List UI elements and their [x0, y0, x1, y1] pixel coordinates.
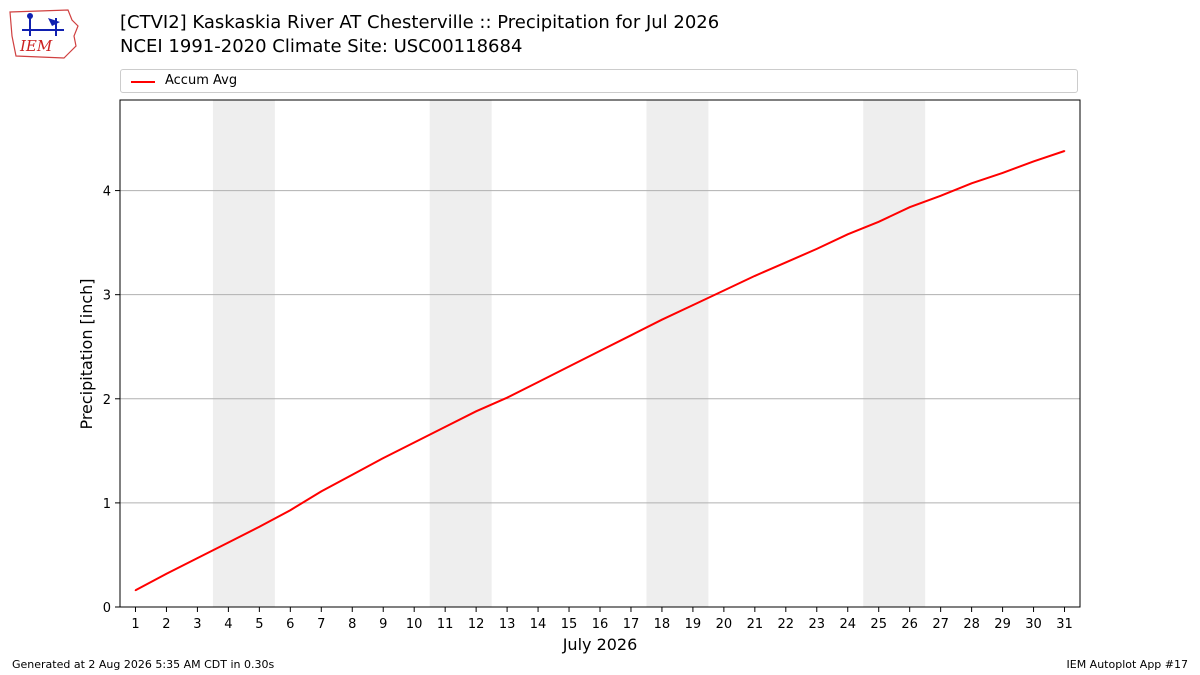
logo-text: IEM: [19, 37, 53, 55]
data-point: [692, 304, 694, 306]
series-layer: [134, 150, 1066, 592]
x-tick-label: 12: [468, 617, 485, 632]
x-tick-label: 28: [963, 617, 980, 632]
weekend-bands: [212, 100, 926, 607]
data-point: [568, 365, 570, 368]
data-point: [134, 589, 137, 592]
data-point: [846, 233, 849, 236]
x-tick-label: 25: [870, 617, 887, 632]
x-axis-label: July 2026: [562, 635, 638, 654]
y-tick-label: 0: [103, 601, 111, 616]
x-tick-label: 21: [747, 617, 764, 632]
x-tick-label: 17: [623, 617, 640, 632]
x-tick-label: 15: [561, 617, 578, 632]
y-tick-label: 2: [103, 393, 111, 408]
data-point: [382, 457, 385, 459]
y-axis-label: Precipitation [inch]: [77, 278, 96, 429]
data-point: [165, 572, 168, 575]
data-point: [1001, 172, 1004, 174]
data-point: [444, 426, 446, 428]
x-tick-label: 1: [131, 617, 139, 632]
x-tick-label: 7: [317, 617, 325, 632]
chart-subtitle: NCEI 1991-2020 Climate Site: USC00118684: [120, 36, 523, 57]
chart-title: [CTVI2] Kaskaskia River AT Chesterville …: [120, 12, 720, 33]
x-tick-label: 11: [437, 617, 454, 632]
x-tick-label: 5: [255, 617, 263, 632]
x-tick-label: 19: [685, 617, 702, 632]
data-point: [289, 509, 292, 511]
data-point: [723, 289, 725, 292]
iem-logo: IEM: [9, 9, 79, 59]
x-tick-label: 8: [348, 617, 356, 632]
generated-timestamp: Generated at 2 Aug 2026 5:35 AM CDT in 0…: [12, 658, 275, 671]
y-axis: 0 1 2 3 4: [103, 185, 120, 616]
x-tick-label: 2: [162, 617, 170, 632]
data-point: [537, 381, 539, 383]
data-point: [630, 334, 632, 337]
x-tick-label: 29: [994, 617, 1011, 632]
x-tick-label: 22: [778, 617, 795, 632]
data-point: [196, 557, 199, 559]
weekend-band: [429, 100, 492, 607]
data-point: [1032, 160, 1035, 163]
x-tick-label: 9: [379, 617, 387, 632]
data-point: [1063, 150, 1066, 152]
y-tick-label: 3: [103, 289, 111, 304]
app-label: IEM Autoplot App #17: [1066, 658, 1189, 671]
weekend-band: [863, 100, 926, 607]
data-point: [506, 396, 508, 399]
x-tick-label: 14: [530, 617, 547, 632]
legend-line-swatch: [131, 81, 155, 83]
weekend-band: [212, 100, 275, 607]
x-tick-label: 18: [654, 617, 671, 632]
x-axis: 1 2 3 4 5 6 7 8 9 10 11 12 13 14 15 16 17 18 19 20 21 22 23 24 2…: [131, 607, 1073, 632]
x-tick-label: 13: [499, 617, 516, 632]
data-point: [785, 261, 787, 264]
x-tick-label: 4: [224, 617, 232, 632]
x-tick-label: 31: [1056, 617, 1073, 632]
data-point: [970, 182, 973, 185]
data-point: [258, 526, 261, 528]
y-tick-label: 1: [103, 497, 111, 512]
data-point: [754, 275, 756, 277]
x-tick-label: 3: [193, 617, 201, 632]
x-tick-label: 20: [716, 617, 733, 632]
gridlines: [120, 190, 1080, 504]
data-point: [599, 350, 601, 352]
data-point: [815, 248, 818, 250]
data-point: [320, 490, 323, 493]
y-tick-label: 4: [103, 185, 111, 200]
x-tick-label: 30: [1025, 617, 1042, 632]
x-tick-label: 27: [932, 617, 949, 632]
data-point: [661, 318, 663, 321]
data-point: [908, 206, 911, 209]
data-point: [877, 221, 880, 223]
data-point: [351, 473, 354, 476]
x-tick-label: 10: [406, 617, 423, 632]
data-point: [475, 410, 477, 413]
weekend-band: [646, 100, 709, 607]
x-tick-label: 24: [839, 617, 856, 632]
data-point: [227, 541, 230, 544]
x-tick-label: 23: [809, 617, 826, 632]
x-tick-label: 16: [592, 617, 609, 632]
legend: Accum Avg: [120, 69, 1078, 93]
data-point: [939, 194, 942, 197]
x-tick-label: 26: [901, 617, 918, 632]
x-tick-label: 6: [286, 617, 294, 632]
legend-label: Accum Avg: [165, 73, 238, 88]
data-point: [413, 441, 415, 444]
